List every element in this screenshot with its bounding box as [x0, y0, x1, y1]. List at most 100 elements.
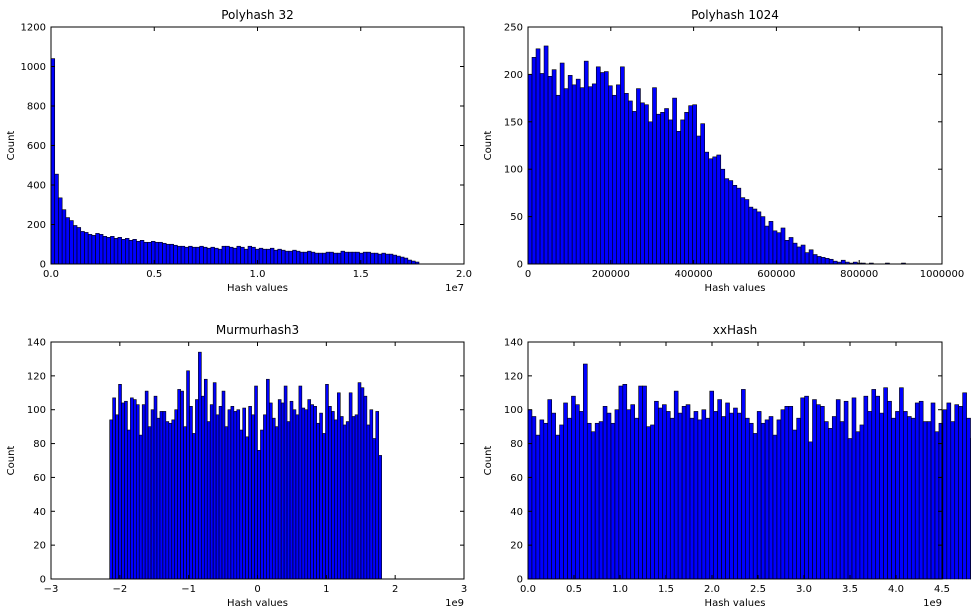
histogram-bar [701, 409, 707, 580]
histogram-bar [396, 255, 401, 265]
histogram-bar [113, 238, 119, 265]
histogram-bar [328, 406, 332, 580]
histogram-bar [248, 406, 252, 580]
histogram-bar [587, 86, 593, 265]
histogram-bar [725, 402, 730, 580]
histogram-bar [604, 71, 609, 265]
histogram-bar [583, 363, 588, 580]
histogram-bar [851, 397, 857, 580]
y-tick-label: 400 [27, 181, 46, 192]
histogram-bar [693, 411, 699, 580]
histogram-bar [359, 252, 364, 265]
histogram-bar [289, 400, 294, 580]
histogram-bar [776, 232, 782, 265]
histogram-bar [69, 220, 74, 265]
histogram-bar [688, 105, 693, 265]
histogram-bars [527, 45, 906, 265]
y-tick-label: 0 [40, 260, 46, 271]
histogram-bar [87, 234, 93, 265]
histogram-bar [375, 411, 380, 580]
histogram-bar [138, 434, 143, 580]
histogram-bar [322, 252, 327, 265]
histogram-bar [847, 438, 853, 580]
histogram-bar [133, 399, 137, 580]
histogram-bar [660, 112, 665, 265]
histogram-bar [914, 402, 920, 580]
histogram-bar [828, 428, 833, 580]
histogram-bar [946, 402, 952, 580]
histogram-bar [203, 378, 208, 580]
histogram-bar [752, 433, 758, 580]
histogram-bar [614, 409, 620, 580]
histogram-bar [224, 426, 229, 580]
histogram-bar [214, 247, 219, 265]
histogram-bar [277, 399, 282, 580]
histogram-bar [736, 187, 742, 265]
histogram-bar [242, 407, 246, 580]
histogram-bar [355, 251, 360, 265]
histogram-bar [254, 385, 258, 580]
x-tick-label: 600000 [757, 269, 795, 280]
histogram-bar [269, 402, 273, 580]
x-tick-label: 2.0 [456, 269, 472, 280]
histogram-bar [292, 409, 297, 580]
histogram-bar [535, 434, 541, 580]
y-axis-label: Count [483, 446, 494, 476]
histogram-bar [559, 62, 565, 265]
histogram-bar [760, 422, 766, 580]
y-tick-label: 60 [33, 473, 46, 484]
histogram-bar [173, 244, 178, 265]
x-axis-label: Hash values [227, 283, 288, 294]
histogram-bar [672, 97, 677, 265]
histogram-bar [681, 406, 687, 580]
histogram-bar [638, 385, 643, 580]
histogram-bar [954, 404, 959, 580]
histogram-bar [918, 400, 924, 580]
x-tick-label: 0.0 [43, 269, 59, 280]
x-axis-label: Hash values [705, 598, 766, 609]
histogram-bar [903, 411, 908, 580]
histogram-bar [392, 254, 397, 265]
histogram-bar [227, 409, 232, 580]
histogram-bar [162, 242, 167, 265]
histogram-bar [942, 409, 948, 580]
histogram-bar [816, 404, 821, 580]
histogram-bar [141, 404, 146, 580]
histogram-bar [658, 407, 663, 580]
histogram-bar [575, 404, 580, 580]
histogram-bar [616, 84, 621, 265]
histogram-bar [240, 246, 245, 265]
x-tick-label: 1.0 [250, 269, 266, 280]
histogram-bar [642, 385, 647, 580]
histogram-bar [741, 389, 746, 580]
histogram-bar [348, 251, 353, 265]
histogram-bar [378, 455, 382, 580]
histogram-bar [634, 417, 639, 580]
histogram-bar [147, 426, 152, 580]
histogram-bar [745, 417, 750, 580]
y-tick-label: 60 [510, 473, 523, 484]
histogram-bar [650, 424, 655, 580]
histogram-bar [571, 395, 576, 580]
histogram-bar [139, 240, 145, 265]
histogram-bar [230, 406, 235, 580]
histogram-bar [171, 419, 176, 580]
histogram-bar [360, 387, 365, 580]
histogram-bar [124, 400, 128, 580]
histogram-bar [784, 406, 790, 580]
histogram-bar [934, 431, 940, 580]
x-tick-label: 1000000 [920, 269, 965, 280]
histogram-bar [363, 395, 368, 580]
histogram-bar [618, 385, 624, 580]
chart-title: Polyhash 32 [221, 8, 294, 22]
histogram-bar [73, 225, 78, 265]
y-tick-label: 0 [40, 575, 46, 586]
histogram-bar [236, 409, 241, 580]
histogram-bar [260, 429, 264, 580]
histogram-bar [301, 407, 306, 580]
histogram-bar [232, 247, 238, 265]
histogram-bar [191, 246, 197, 265]
x-tick-label: 1.0 [612, 584, 628, 595]
x-tick-label: 400000 [675, 269, 713, 280]
y-tick-label: 120 [504, 371, 523, 382]
